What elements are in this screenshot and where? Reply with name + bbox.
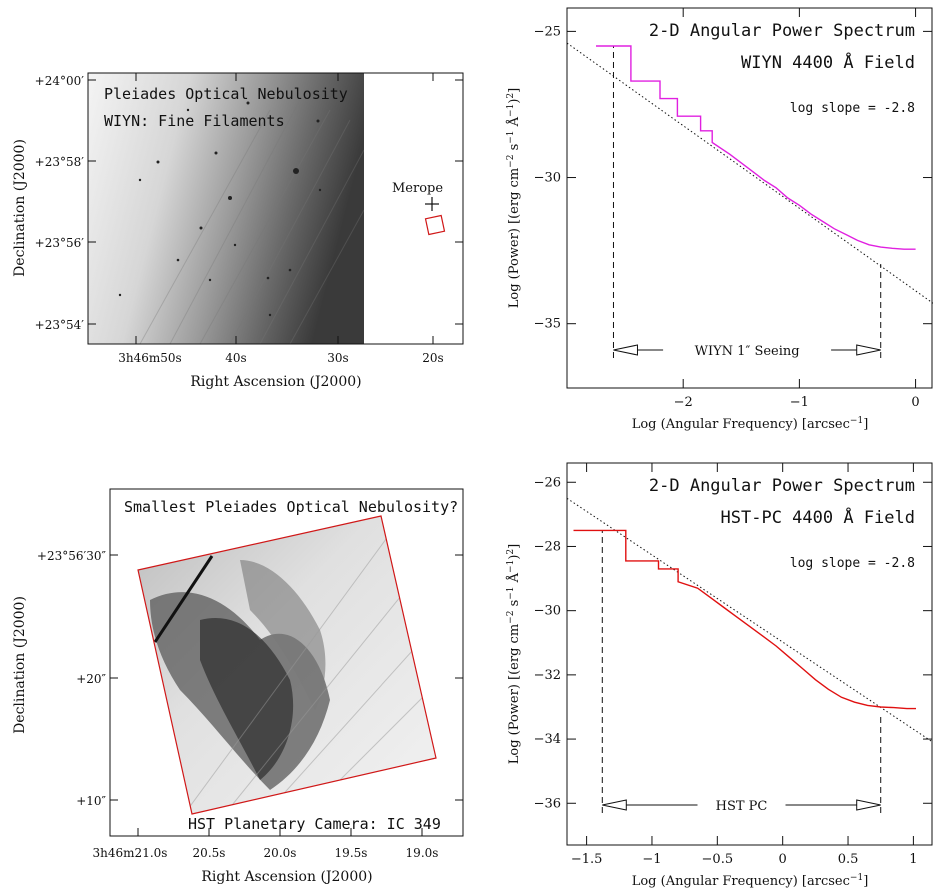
- hst-pc-footprint: [137, 515, 437, 815]
- ytick-label: +23°54′: [35, 318, 85, 332]
- ytick-label: +23°56′30″: [37, 549, 107, 563]
- slope-fit-line: [566, 42, 933, 304]
- ytick-label: +20″: [76, 672, 106, 686]
- hst-yticks: +23°56′30″ +20″ +10″: [37, 549, 107, 808]
- x-tick-label: 0.5: [838, 852, 859, 867]
- slope-fit-line: [566, 497, 933, 743]
- x-tick-label: −2: [674, 395, 693, 410]
- y-tick-label: −30: [534, 604, 561, 619]
- x-tick-label: 0: [779, 852, 787, 867]
- slope-annotation: log slope = -2.8: [790, 101, 915, 116]
- slope-annotation: log slope = -2.8: [790, 556, 915, 571]
- wiyn-ylabel: Declination (J2000): [12, 139, 28, 277]
- hst-ylabel: Declination (J2000): [12, 596, 28, 734]
- merope-label: Merope: [392, 181, 443, 196]
- y-tick-label: −35: [534, 317, 561, 332]
- merope-marker: [425, 197, 439, 211]
- y-tick-label: −25: [534, 24, 561, 39]
- xtick-label: 19.0s: [406, 846, 439, 860]
- chart-title: 2-D Angular Power Spectrum: [649, 476, 915, 496]
- wiyn-title-line1: Pleiades Optical Nebulosity: [104, 85, 348, 103]
- arrow-head-right: [856, 799, 881, 811]
- hst-caption: HST Planetary Camera: IC 349: [188, 815, 441, 833]
- chart-subtitle: HST-PC 4400 Å Field: [721, 506, 915, 528]
- wiyn-xticks: 3h46m50s 40s 30s 20s: [118, 351, 443, 365]
- ic349-nebula: [150, 519, 436, 814]
- xtick-label: 19.5s: [335, 846, 368, 860]
- ytick-label: +23°58′: [35, 155, 85, 169]
- x-axis-label: Log (Angular Frequency) [arcsec−1]: [632, 416, 869, 432]
- arrow-head-left: [613, 344, 638, 356]
- y-axis-label: Log (Power) [(erg cm−2 s−1 Å−1)2]: [506, 544, 522, 764]
- ytick-label: +24°00′: [35, 74, 85, 88]
- arrow-head-right: [856, 344, 881, 356]
- chart-subtitle: WIYN 4400 Å Field: [741, 51, 915, 73]
- power-spectrum-series: [596, 45, 916, 250]
- y-tick-label: −26: [534, 475, 561, 490]
- hst-power-spectrum-chart: −1.5 −1 −0.5 0 0.5 1 −26 −28 −30 −32 −34 −36 HST PC 2…: [506, 462, 933, 889]
- xtick-label: 40s: [225, 351, 246, 365]
- x-tick-label: −1: [790, 395, 809, 410]
- x-tick-label: 0: [911, 395, 919, 410]
- y-tick-label: −36: [534, 796, 561, 811]
- y-tick-label: −34: [534, 732, 561, 747]
- x-tick-label: 1: [909, 852, 917, 867]
- ytick-label: +10″: [76, 794, 106, 808]
- wiyn-image-panel: Pleiades Optical Nebulosity WIYN: Fine F…: [12, 72, 464, 390]
- wiyn-power-spectrum-chart: −2 −1 0 −25 −30 −35 WIYN 1″ Seeing 2-D Angular …: [506, 7, 933, 432]
- arrow-head-left: [602, 799, 627, 811]
- chart-title: 2-D Angular Power Spectrum: [649, 21, 915, 41]
- xtick-label: 30s: [327, 351, 348, 365]
- xtick-label: 3h46m50s: [118, 351, 181, 365]
- wiyn-xlabel: Right Ascension (J2000): [190, 374, 361, 390]
- x-tick-label: −1.5: [571, 852, 603, 867]
- y-axis-label: Log (Power) [(erg cm−2 s−1 Å−1)2]: [506, 88, 522, 308]
- xtick-label: 3h46m21.0s: [93, 846, 168, 860]
- power-spectrum-series: [573, 529, 916, 710]
- x-tick-label: −1: [642, 852, 661, 867]
- xtick-label: 20.0s: [264, 846, 297, 860]
- y-tick-label: −30: [534, 171, 561, 186]
- x-axis-label: Log (Angular Frequency) [arcsec−1]: [632, 873, 869, 889]
- nebula-streaks: [139, 99, 364, 344]
- plot-frame: [566, 462, 933, 846]
- hst-field-marker: [424, 214, 446, 236]
- hst-title: Smallest Pleiades Optical Nebulosity?: [124, 498, 458, 516]
- y-tick-label: −32: [534, 668, 561, 683]
- ytick-label: +23°56′: [35, 236, 85, 250]
- field-stars: [118, 101, 322, 317]
- xtick-label: 20s: [422, 351, 443, 365]
- wiyn-yticks: +24°00′ +23°58′ +23°56′ +23°54′: [35, 74, 85, 332]
- wiyn-image-ticks: [88, 73, 463, 344]
- plot-frame: [566, 7, 933, 389]
- resolution-label: HST PC: [716, 799, 768, 814]
- wiyn-image: [88, 73, 364, 344]
- wiyn-title-line2: WIYN: Fine Filaments: [104, 112, 285, 130]
- hst-image-panel: Smallest Pleiades Optical Nebulosity? HS…: [12, 488, 464, 885]
- hst-xticks: 3h46m21.0s 20.5s 20.0s 19.5s 19.0s: [93, 846, 439, 860]
- resolution-label: WIYN 1″ Seeing: [695, 344, 800, 359]
- xtick-label: 20.5s: [193, 846, 226, 860]
- hst-image-ticks: [110, 554, 463, 836]
- hst-xlabel: Right Ascension (J2000): [201, 869, 372, 885]
- y-tick-label: −28: [534, 539, 561, 554]
- x-tick-label: −0.5: [702, 852, 734, 867]
- wiyn-image-frame: [87, 72, 464, 345]
